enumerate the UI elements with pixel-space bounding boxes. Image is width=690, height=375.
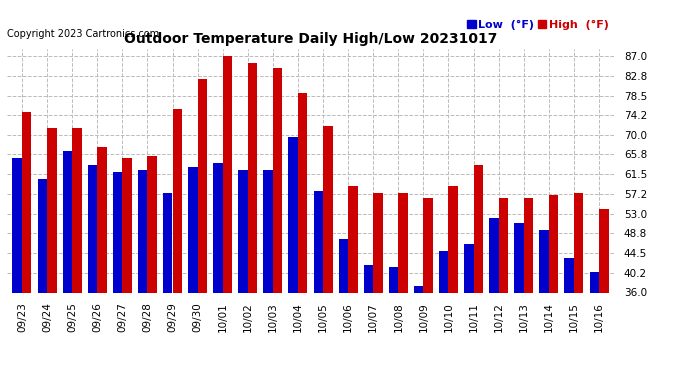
Bar: [499, 198, 509, 292]
Bar: [112, 172, 122, 292]
Bar: [273, 68, 282, 292]
Bar: [549, 195, 558, 292]
Bar: [313, 190, 323, 292]
Bar: [589, 272, 599, 292]
Bar: [138, 170, 148, 292]
Text: Copyright 2023 Cartronics.com: Copyright 2023 Cartronics.com: [7, 29, 159, 39]
Bar: [223, 56, 233, 292]
Bar: [439, 251, 449, 292]
Bar: [238, 170, 248, 292]
Bar: [12, 158, 22, 292]
Bar: [122, 158, 132, 292]
Bar: [489, 218, 499, 292]
Bar: [197, 80, 207, 292]
Bar: [264, 170, 273, 292]
Title: Outdoor Temperature Daily High/Low 20231017: Outdoor Temperature Daily High/Low 20231…: [124, 32, 497, 46]
Bar: [298, 93, 308, 292]
Bar: [213, 163, 223, 292]
Bar: [424, 198, 433, 292]
Bar: [514, 223, 524, 292]
Bar: [172, 110, 182, 292]
Bar: [574, 193, 584, 292]
Bar: [72, 128, 81, 292]
Bar: [348, 186, 357, 292]
Bar: [47, 128, 57, 292]
Bar: [464, 244, 473, 292]
Bar: [414, 285, 424, 292]
Bar: [373, 193, 383, 292]
Bar: [364, 265, 373, 292]
Bar: [388, 267, 398, 292]
Bar: [248, 63, 257, 292]
Bar: [524, 198, 533, 292]
Bar: [599, 209, 609, 292]
Bar: [63, 151, 72, 292]
Legend: Low  (°F), High  (°F): Low (°F), High (°F): [467, 20, 609, 30]
Bar: [398, 193, 408, 292]
Bar: [97, 147, 107, 292]
Bar: [473, 165, 483, 292]
Bar: [564, 258, 574, 292]
Bar: [148, 156, 157, 292]
Bar: [88, 165, 97, 292]
Bar: [323, 126, 333, 292]
Bar: [288, 137, 298, 292]
Bar: [163, 193, 172, 292]
Bar: [188, 167, 197, 292]
Bar: [448, 186, 458, 292]
Bar: [37, 179, 47, 292]
Bar: [22, 112, 32, 292]
Bar: [540, 230, 549, 292]
Bar: [339, 239, 348, 292]
